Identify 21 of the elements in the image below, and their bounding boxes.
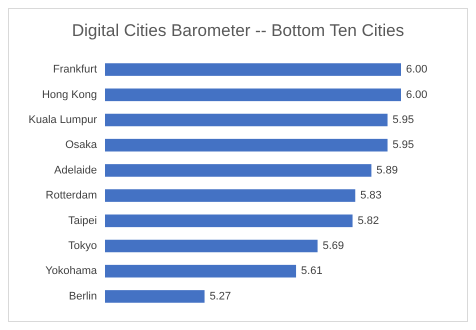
y-tick-label: Osaka [65,139,98,152]
data-label: 5.82 [358,214,379,227]
y-tick-label: Tokyo [68,240,97,252]
data-label: 5.27 [210,290,231,302]
data-label: 5.95 [392,139,414,152]
y-tick-label: Taipei [68,214,97,227]
y-tick-label: Frankfurt [52,64,97,76]
y-tick-label: Berlin [68,290,97,302]
data-label: 5.61 [301,265,322,278]
y-tick-label: Kuala Lumpur [28,114,98,126]
y-tick-label: Adelaide [54,164,97,176]
data-label: 5.89 [376,164,398,176]
y-tick-label: Yokohama [45,265,98,278]
y-tick-label: Hong Kong [42,88,97,101]
data-label: 5.95 [392,114,414,126]
data-label: 6.00 [406,88,428,101]
y-tick-label: Rotterdam [46,190,97,202]
data-label: 5.83 [360,190,382,202]
data-label: 6.00 [406,64,428,76]
data-label: 5.69 [322,240,344,252]
chart-title: Digital Cities Barometer -- Bottom Ten Cities [72,21,404,40]
